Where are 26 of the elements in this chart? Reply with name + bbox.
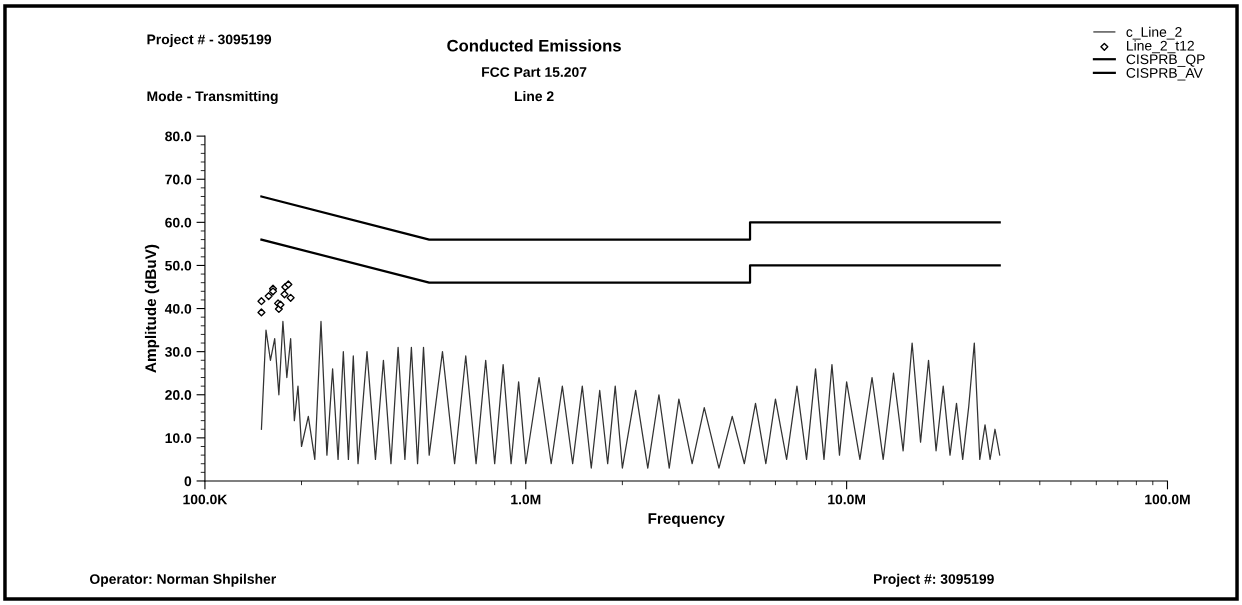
y-tick-label: 0 (184, 476, 192, 487)
x-tick-label: 10.0M (828, 494, 865, 505)
x-tick-label: 1.0M (511, 494, 541, 505)
legend-label: CISPRB_AV (1126, 68, 1203, 81)
x-tick-label: 100.0K (183, 494, 228, 505)
y-tick-label: 40.0 (164, 303, 192, 314)
y-tick-label: 30.0 (165, 346, 192, 357)
y-tick-label: 50.0 (165, 260, 192, 271)
y-tick-label: 80.0 (165, 131, 192, 142)
chart-title: Conducted Emissions (447, 39, 621, 52)
text: Mode - Transmitting (147, 90, 278, 104)
chart-subtitle: FCC Part 15.207 (482, 67, 587, 77)
y-axis-title: Amplitude (dBuV) (144, 244, 160, 373)
legend-label: Line_2_t12 (1127, 40, 1194, 54)
text: Project # - 3095199 (147, 34, 272, 48)
y-tick-label: 10.0 (165, 433, 192, 444)
x-tick-label: 100.0M (1145, 494, 1190, 505)
x-axis-title: Frequency (648, 513, 725, 527)
y-tick-label: 60.0 (165, 217, 192, 228)
legend-label: c_Line_2 (1126, 26, 1182, 40)
text: Line 2 (514, 90, 554, 102)
text: Operator: Norman Shpilsher (89, 573, 276, 587)
legend-label: CISPRB_QP (1126, 54, 1205, 67)
text: Project #: 3095199 (874, 573, 994, 587)
y-tick-label: 20.0 (165, 390, 192, 400)
y-tick-label: 70.0 (165, 174, 192, 185)
